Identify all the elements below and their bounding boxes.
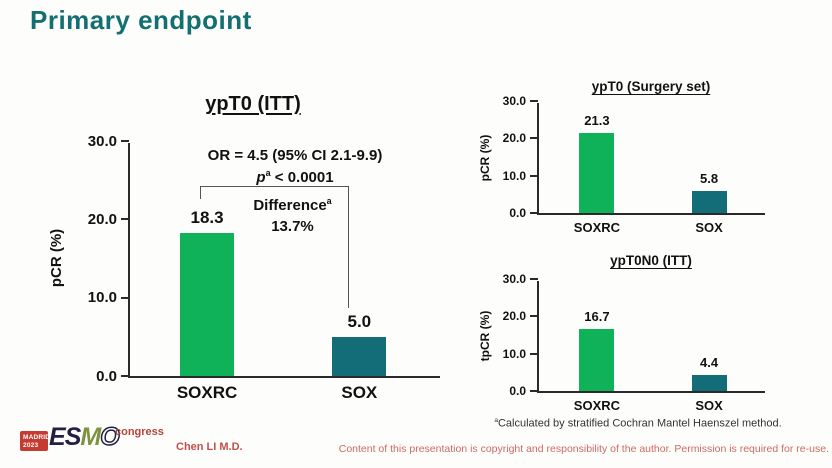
x-axis-label-soxrc: SOXRC [573,220,621,235]
chart-ypt0-itt: ypT0 (ITT) pCR (%) OR = 4.5 (95% CI 2.1-… [40,88,470,428]
y-tick-label: 0.0 [96,367,117,385]
esmo-wordmark: ESMO [49,422,120,452]
bar-value-label: 5.0 [347,311,372,331]
stats-annotation: OR = 4.5 (95% CI 2.1-9.9) pa < 0.0001 [150,145,440,189]
y-tick-mark [530,352,538,355]
bar-value-label: 21.3 [584,113,610,129]
plot-area: 0.0 10.0 20.0 30.0 16.7 SOXRC 4.4 SOX [503,272,765,413]
bar-sox [691,374,727,391]
y-tick-mark [121,375,129,377]
difference-value: 13.7% [271,218,314,235]
y-tick-label: 30.0 [502,94,526,108]
x-axis-label-sox: SOX [695,220,723,235]
y-tick-label: 10.0 [502,168,526,183]
comparison-bracket [200,186,348,187]
y-tick-label: 0.0 [509,384,526,398]
bar-value-label: 5.8 [700,171,719,187]
x-axis-label-soxrc: SOXRC [176,383,238,402]
p-value-text: pa < 0.0001 [150,167,440,189]
plot-area: 0.0 10.0 20.0 30.0 21.3 SOXRC 5.8 SOX [503,94,765,235]
y-tick-label: 10.0 [87,289,117,307]
chart-title: ypT0N0 (ITT) [610,253,692,268]
y-tick-mark [530,390,538,392]
bar-soxrc [180,232,235,376]
footnote: aCalculated by stratified Cochran Mantel… [458,417,818,430]
y-tick-mark [530,315,538,318]
y-tick-label: 0.0 [509,206,526,220]
y-tick-mark [530,212,538,214]
y-tick-mark [530,278,538,280]
y-tick-label: 10.0 [502,346,526,361]
chart-ypt0-surgery-set: ypT0 (Surgery set) pCR (%) 0.0 10.0 20.0 30… [470,79,830,252]
bar-soxrc [579,133,615,213]
bar-soxrc [579,328,615,391]
difference-label: Differencea [253,196,332,214]
x-axis-label-sox: SOX [695,398,723,413]
x-axis-label-soxrc: SOXRC [573,398,621,413]
bar-value-label: 4.4 [700,354,719,370]
y-axis-label: tpCR (%) [478,310,492,362]
chart-title: ypT0 (ITT) [205,93,301,115]
bracket-right-leg [348,186,349,308]
p-value: < 0.0001 [274,168,334,186]
bracket-left-leg [200,186,201,199]
bar-sox [332,336,387,376]
difference-annotation: Differencea 13.7% [220,195,365,237]
esmo-congress-logo: MADRID 2023 ESMO congress [18,422,168,459]
y-tick-mark [121,140,129,142]
x-axis-label-sox: SOX [341,383,378,402]
congress-label: congress [115,426,164,438]
y-axis-label: pCR (%) [478,134,492,182]
footnote-text: Calculated by stratified Cochran Mantel … [497,417,782,430]
footnote-superscript: a [494,417,498,424]
plot-area: OR = 4.5 (95% CI 2.1-9.9) pa < 0.0001 Di… [88,133,440,402]
p-symbol: p [256,168,266,186]
copyright-notice: Content of this presentation is copyrigh… [338,443,829,455]
y-tick-mark [121,218,129,221]
logo-year: 2023 [23,442,39,450]
y-tick-mark [530,137,538,140]
y-axis-label: pCR (%) [48,228,65,288]
logo-city: MADRID [23,434,51,441]
y-tick-label: 20.0 [502,131,526,146]
chart-ypt0n0-itt: ypT0N0 (ITT) tpCR (%) 0.0 10.0 20.0 30.0 16.… [470,253,830,430]
bar-value-label: 18.3 [190,207,224,227]
y-tick-label: 20.0 [87,210,117,228]
y-tick-label: 30.0 [87,132,117,150]
page-title: Primary endpoint [30,5,252,35]
madrid-2023-badge: MADRID 2023 [20,431,51,451]
y-tick-mark [530,100,538,102]
odds-ratio-text: OR = 4.5 (95% CI 2.1-9.9) [207,147,383,164]
bar-value-label: 16.7 [584,308,610,324]
bar-sox [691,191,727,213]
y-tick-label: 30.0 [502,272,526,286]
y-tick-label: 20.0 [502,309,526,324]
presenter-credit: Chen LI M.D. [176,441,243,453]
y-tick-mark [121,296,129,299]
chart-title: ypT0 (Surgery set) [591,79,711,94]
p-superscript: a [265,167,271,178]
y-tick-mark [530,174,538,177]
